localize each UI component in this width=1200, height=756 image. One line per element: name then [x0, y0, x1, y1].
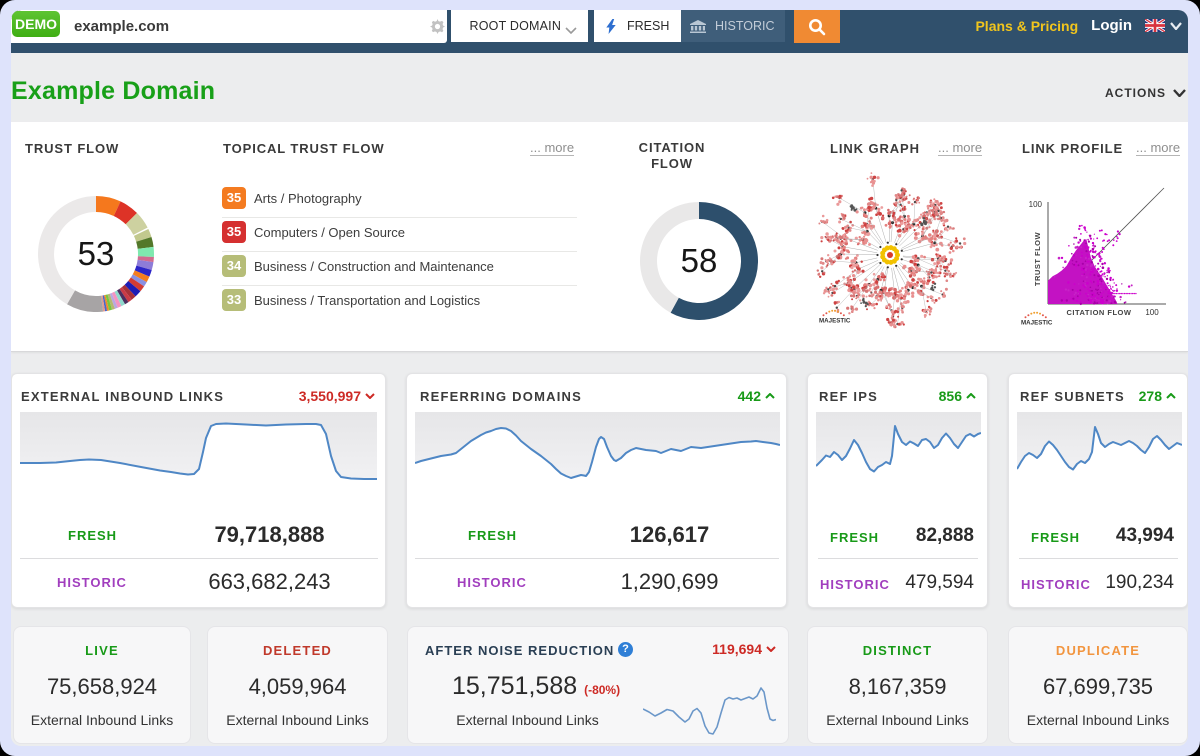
svg-text:MAJESTIC: MAJESTIC	[819, 318, 851, 325]
svg-text:MAJESTIC: MAJESTIC	[1021, 320, 1053, 327]
svg-text:CITATION FLOW: CITATION FLOW	[1067, 308, 1132, 317]
svg-text:100: 100	[1145, 308, 1159, 317]
svg-text:TRUST FLOW: TRUST FLOW	[1033, 232, 1042, 287]
svg-text:100: 100	[1029, 200, 1043, 209]
